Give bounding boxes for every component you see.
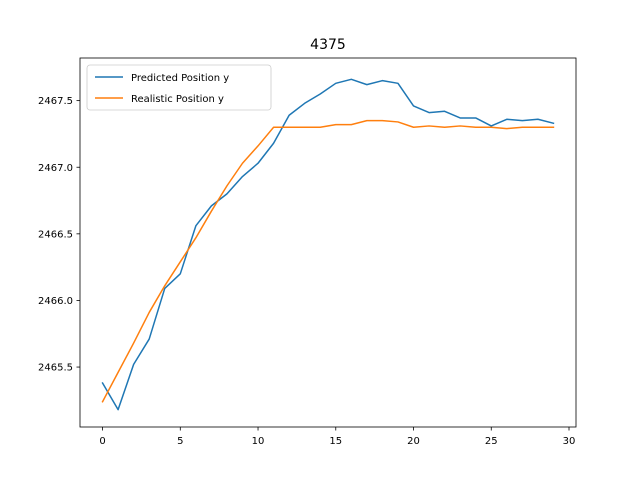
x-tick-label: 0: [99, 436, 105, 447]
axes-layer: 0 5 10 15 20 25 30 2465.5 2466.0 2466.5 2467.0 2467…: [38, 57, 577, 447]
y-tick-label: 2467.5: [38, 96, 73, 107]
x-tick-label: 5: [177, 436, 183, 447]
x-tick-label: 10: [252, 436, 265, 447]
chart-title: 4375: [310, 37, 346, 53]
y-tick-label: 2465.5: [38, 363, 73, 374]
legend: Predicted Position y Realistic Position y: [86, 64, 272, 111]
x-tick-label: 25: [485, 436, 498, 447]
series-line-realistic: [101, 119, 555, 403]
x-tick-label: 15: [329, 436, 342, 447]
axes-frame: [79, 57, 577, 428]
series-line-predicted: [101, 78, 555, 411]
y-tick-label: 2466.0: [38, 296, 73, 307]
y-tick-label: 2466.5: [38, 229, 73, 240]
plot-layer: [101, 78, 555, 411]
legend-label-predicted: Predicted Position y: [131, 73, 229, 84]
x-tick-label: 30: [563, 436, 576, 447]
y-tick-label: 2467.0: [38, 163, 73, 174]
legend-box: [86, 64, 272, 111]
x-tick-label: 20: [407, 436, 420, 447]
legend-label-realistic: Realistic Position y: [131, 94, 224, 105]
